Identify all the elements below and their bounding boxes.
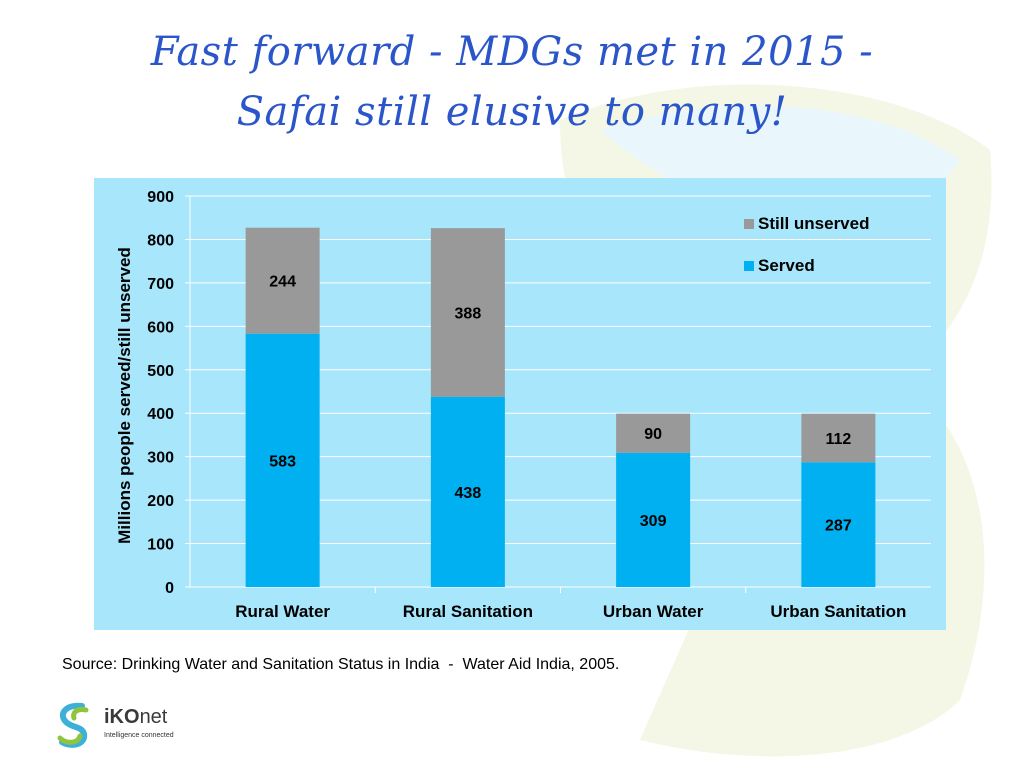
stacked-bar-chart: 0 100 200 300 400 500 600 700 800 900 Millions peo…: [115, 189, 931, 621]
y-tick-label: 700: [147, 276, 174, 293]
data-label: 309: [640, 513, 667, 530]
x-tick-label: Urban Water: [603, 602, 704, 621]
ikonet-logo-icon: [57, 702, 89, 748]
bar-unserved: [801, 413, 876, 463]
y-tick-label: 500: [147, 363, 174, 380]
x-tick-label: Urban Sanitation: [770, 602, 906, 621]
bar-served: [616, 452, 691, 587]
y-axis-label: Millions people served/still unserved: [115, 247, 134, 544]
ikonet-logo: iKOnet Intelligence connected: [52, 700, 202, 750]
page-title: Fast forward - MDGs met in 2015 - Safai …: [40, 22, 984, 142]
bar-served: [245, 333, 320, 587]
data-label: 438: [455, 485, 482, 502]
source-note: Source: Drinking Water and Sanitation St…: [62, 656, 620, 673]
data-label: 388: [455, 305, 482, 322]
legend-label: Still unserved: [758, 214, 869, 233]
legend-swatch: [744, 261, 754, 271]
data-label: 90: [644, 426, 662, 443]
y-tick-label: 800: [147, 232, 174, 249]
logo-tagline: Intelligence connected: [104, 732, 174, 739]
x-tick-label: Rural Water: [235, 602, 330, 621]
logo-wordmark: iKOnet: [104, 706, 168, 728]
chart-panel: 0 100 200 300 400 500 600 700 800 900 Millions peo…: [94, 178, 946, 630]
title-line-2: Safai still elusive to many!: [236, 89, 788, 135]
data-label: 112: [825, 431, 851, 448]
legend-label: Served: [758, 256, 815, 275]
y-tick-label: 400: [147, 406, 174, 423]
bar-unserved: [430, 228, 505, 397]
data-label: 244: [269, 274, 296, 291]
data-label: 287: [825, 518, 852, 535]
bar-served: [801, 462, 876, 587]
y-tick-label: 100: [147, 537, 174, 554]
bar-unserved: [245, 227, 320, 334]
x-tick-label: Rural Sanitation: [403, 602, 533, 621]
y-tick-label: 900: [147, 189, 174, 206]
y-tick-label: 600: [147, 319, 174, 336]
data-label: 583: [269, 453, 296, 470]
y-tick-label: 200: [147, 493, 174, 510]
legend-swatch: [744, 219, 754, 229]
title-line-1: Fast forward - MDGs met in 2015 -: [150, 29, 874, 75]
y-tick-label: 300: [147, 450, 174, 467]
bar-served: [430, 396, 505, 587]
y-tick-label: 0: [165, 580, 174, 597]
bar-unserved: [616, 413, 691, 453]
